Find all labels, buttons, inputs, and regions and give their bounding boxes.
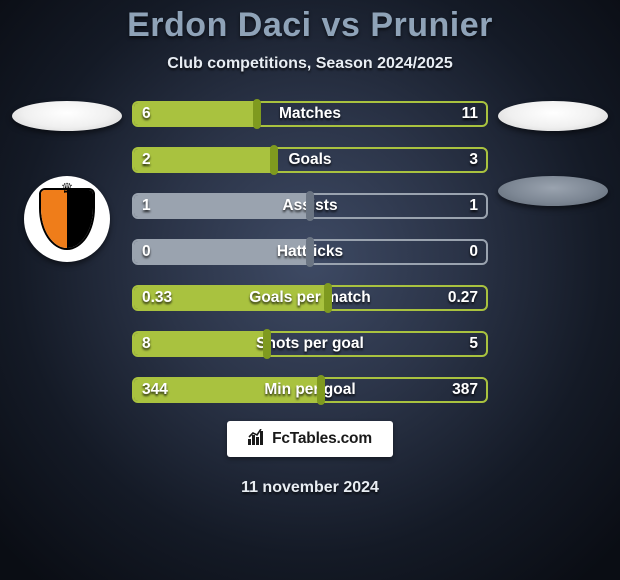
stat-label: Matches — [279, 105, 341, 123]
right-club-flag-icon — [498, 101, 608, 131]
stat-value-right: 0.27 — [448, 289, 478, 307]
left-club-flag-icon — [12, 101, 122, 131]
bar-divider-knob — [306, 191, 314, 221]
stat-value-right: 5 — [469, 335, 478, 353]
bar-divider-knob — [306, 237, 314, 267]
stat-bar: 6 11 Matches — [132, 101, 488, 127]
stat-label: Min per goal — [264, 381, 355, 399]
left-club-shield-icon: ♛ — [24, 176, 110, 262]
right-player-logos — [494, 101, 612, 206]
stat-value-left: 8 — [142, 335, 151, 353]
branding-badge[interactable]: FcTables.com — [227, 421, 393, 457]
content-root: Erdon Daci vs Prunier Club competitions,… — [0, 0, 620, 580]
stats-bars: 611Matches23Goals11Assists00Hattricks0.3… — [126, 101, 494, 403]
left-player-logos: ♛ — [8, 101, 126, 262]
bar-divider-knob — [324, 283, 332, 313]
stat-label: Goals per match — [249, 289, 370, 307]
stat-value-right: 0 — [469, 243, 478, 261]
stat-value-left: 6 — [142, 105, 151, 123]
shield-half-black — [67, 190, 93, 248]
stat-value-right: 1 — [469, 197, 478, 215]
shield-graphic: ♛ — [39, 188, 95, 250]
stat-bar: 00Hattricks — [132, 239, 488, 265]
shield-half-orange — [41, 190, 67, 248]
stat-label: Goals — [288, 151, 331, 169]
bar-fill-left — [134, 149, 275, 171]
page-subtitle: Club competitions, Season 2024/2025 — [0, 55, 620, 73]
bar-divider-knob — [317, 375, 325, 405]
bar-fill-left — [134, 103, 257, 125]
stat-bar: 2 3 Goals — [132, 147, 488, 173]
bar-divider-knob — [270, 145, 278, 175]
shield-shape — [39, 188, 95, 250]
bar-divider-knob — [263, 329, 271, 359]
bar-divider-knob — [253, 99, 261, 129]
page-title: Erdon Daci vs Prunier — [0, 6, 620, 45]
stat-value-right: 3 — [469, 151, 478, 169]
footer-date: 11 november 2024 — [0, 479, 620, 497]
stat-value-left: 0.33 — [142, 289, 172, 307]
stat-value-left: 1 — [142, 197, 151, 215]
comparison-row: ♛ 611Matches23Goals11Assists00Hattricks0… — [0, 101, 620, 403]
stat-value-left: 2 — [142, 151, 151, 169]
stat-value-left: 344 — [142, 381, 168, 399]
stat-value-right: 387 — [452, 381, 478, 399]
stat-bar: 11Assists — [132, 193, 488, 219]
stat-value-left: 0 — [142, 243, 151, 261]
stat-bar: 344 387 Min per goal — [132, 377, 488, 403]
crown-icon: ♛ — [61, 180, 74, 197]
stat-bar: 0.33 0.27 Goals per match — [132, 285, 488, 311]
bar-fill-left — [134, 333, 268, 355]
chart-bars-icon — [248, 429, 268, 450]
right-club-placeholder-icon — [498, 176, 608, 206]
stat-label: Shots per goal — [256, 335, 364, 353]
stat-value-right: 11 — [462, 105, 478, 123]
branding-text: FcTables.com — [272, 430, 372, 448]
stat-bar: 8 5 Shots per goal — [132, 331, 488, 357]
